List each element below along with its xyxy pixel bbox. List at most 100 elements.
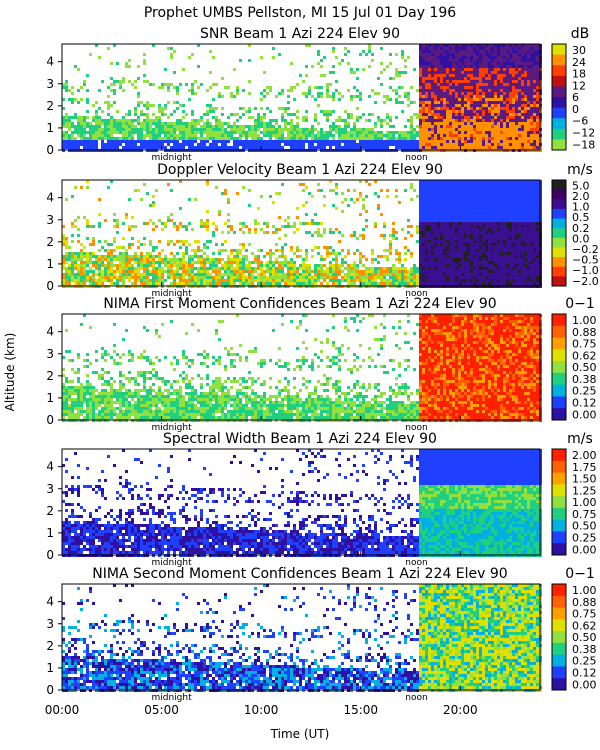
y-tick-label: 3 — [46, 213, 54, 227]
colorbar-swatch — [552, 543, 566, 555]
y-tick-label: 1 — [46, 526, 54, 540]
panel-2: Doppler Velocity Beam 1 Azi 224 Elev 90 m… — [46, 162, 598, 299]
colorbar-swatch — [552, 76, 566, 87]
colorbar-swatch — [552, 596, 566, 608]
y-tick-label: 0 — [46, 413, 54, 427]
colorbar-swatch — [552, 86, 566, 97]
panel-3: NIMA First Moment Confidences Beam 1 Azi… — [46, 296, 596, 433]
panel-title: NIMA First Moment Confidences Beam 1 Azi… — [103, 296, 496, 312]
y-tick-label: 4 — [46, 460, 54, 474]
colorbar-swatch — [552, 584, 566, 596]
colorbar-swatch — [552, 408, 566, 420]
colorbar-swatch — [552, 655, 566, 667]
colorbar-swatch — [552, 129, 566, 140]
colorbar-swatch — [552, 238, 566, 248]
panel-1: SNR Beam 1 Azi 224 Elev 90 dB01234midnigh… — [46, 26, 595, 163]
colorbar-swatch — [552, 314, 566, 326]
panel-title: SNR Beam 1 Azi 224 Elev 90 — [200, 26, 400, 42]
colorbar-swatch — [552, 326, 566, 338]
y-tick-label: 2 — [46, 504, 54, 518]
colorbar-swatch — [552, 531, 566, 543]
colorbar-swatch — [552, 484, 566, 496]
colorbar-label: 0.00 — [572, 543, 597, 556]
y-tick-label: 1 — [46, 391, 54, 405]
marker-midnight: midnight — [151, 693, 192, 703]
colorbar-swatch — [552, 631, 566, 643]
y-tick-label: 2 — [46, 369, 54, 383]
y-tick-label: 3 — [46, 617, 54, 631]
y-tick-label: 0 — [46, 143, 54, 157]
colorbar-swatch — [552, 373, 566, 385]
panel-unit: m/s — [567, 162, 593, 178]
colorbar-swatch — [552, 643, 566, 655]
y-tick-label: 0 — [46, 683, 54, 697]
colorbar-swatch — [552, 247, 566, 257]
colorbar-swatch — [552, 461, 566, 473]
y-tick-label: 4 — [46, 55, 54, 69]
colorbar-swatch — [552, 619, 566, 631]
colorbar-swatch — [552, 139, 566, 150]
colorbar-swatch — [552, 65, 566, 76]
y-tick-label: 4 — [46, 325, 54, 339]
panel-unit: 0−1 — [565, 296, 595, 312]
colorbar-swatch — [552, 228, 566, 238]
colorbar-swatch — [552, 508, 566, 520]
colorbar-swatch — [552, 55, 566, 66]
y-tick-label: 3 — [46, 347, 54, 361]
panel-unit: m/s — [567, 431, 593, 447]
y-tick-label: 0 — [46, 279, 54, 293]
colorbar: 5.02.01.00.50.20.0−0.2−0.5−1.0−2.0 — [552, 179, 599, 287]
colorbar-swatch — [552, 108, 566, 119]
x-tick-label: 05:00 — [144, 703, 179, 717]
colorbar-swatch — [552, 473, 566, 485]
colorbar: 1.000.880.750.620.500.380.250.120.00 — [552, 584, 597, 691]
panel-title: Doppler Velocity Beam 1 Azi 224 Elev 90 — [157, 162, 443, 178]
panels-group: SNR Beam 1 Azi 224 Elev 90 dB01234midnigh… — [46, 26, 598, 703]
panel-5: NIMA Second Moment Confidences Beam 1 Az… — [46, 566, 596, 703]
y-tick-label: 1 — [46, 121, 54, 135]
figure-header: Prophet UMBS Pellston, MI 15 Jul 01 Day … — [144, 5, 456, 21]
radar-figure: Prophet UMBS Pellston, MI 15 Jul 01 Day … — [0, 0, 600, 750]
x-ticks-group: 00:00 05:00 10:00 15:00 20:00 — [45, 703, 478, 717]
panel-title: NIMA Second Moment Confidences Beam 1 Az… — [92, 566, 507, 582]
x-tick-label: 00:00 — [45, 703, 80, 717]
colorbar-swatch — [552, 257, 566, 267]
colorbar-swatch — [552, 190, 566, 200]
x-tick-label: 10:00 — [244, 703, 279, 717]
colorbar-label: −2.0 — [572, 275, 599, 288]
y-tick-label: 1 — [46, 661, 54, 675]
colorbar-swatch — [552, 496, 566, 508]
colorbar: 2.001.751.501.251.000.750.500.250.00 — [552, 449, 597, 556]
colorbar-swatch — [552, 520, 566, 532]
colorbar-swatch — [552, 180, 566, 190]
colorbar-swatch — [552, 349, 566, 361]
y-axis-label: Altitude (km) — [3, 333, 17, 412]
colorbar-label: −18 — [572, 138, 595, 151]
colorbar-swatch — [552, 449, 566, 461]
colorbar-swatch — [552, 44, 566, 55]
marker-noon: noon — [405, 693, 427, 703]
panel-title: Spectral Width Beam 1 Azi 224 Elev 90 — [163, 431, 437, 447]
panel-unit: 0−1 — [565, 566, 595, 582]
colorbar-label: 0.00 — [572, 408, 597, 421]
x-axis-label: Time (UT) — [270, 727, 330, 741]
colorbar-swatch — [552, 97, 566, 108]
colorbar-swatch — [552, 118, 566, 129]
colorbar-swatch — [552, 666, 566, 678]
colorbar-swatch — [552, 608, 566, 620]
colorbar: 1.000.880.750.620.500.380.250.120.00 — [552, 314, 597, 421]
y-tick-label: 1 — [46, 257, 54, 271]
x-tick-label: 20:00 — [443, 703, 478, 717]
colorbar-swatch — [552, 338, 566, 350]
colorbar-swatch — [552, 361, 566, 373]
colorbar-swatch — [552, 209, 566, 219]
colorbar-swatch — [552, 276, 566, 286]
colorbar-swatch — [552, 385, 566, 397]
y-tick-label: 2 — [46, 639, 54, 653]
colorbar-swatch — [552, 267, 566, 277]
colorbar-label: 0.00 — [572, 678, 597, 691]
colorbar-swatch — [552, 678, 566, 690]
colorbar-swatch — [552, 219, 566, 229]
panel-4: Spectral Width Beam 1 Azi 224 Elev 90 m/s… — [46, 431, 596, 568]
